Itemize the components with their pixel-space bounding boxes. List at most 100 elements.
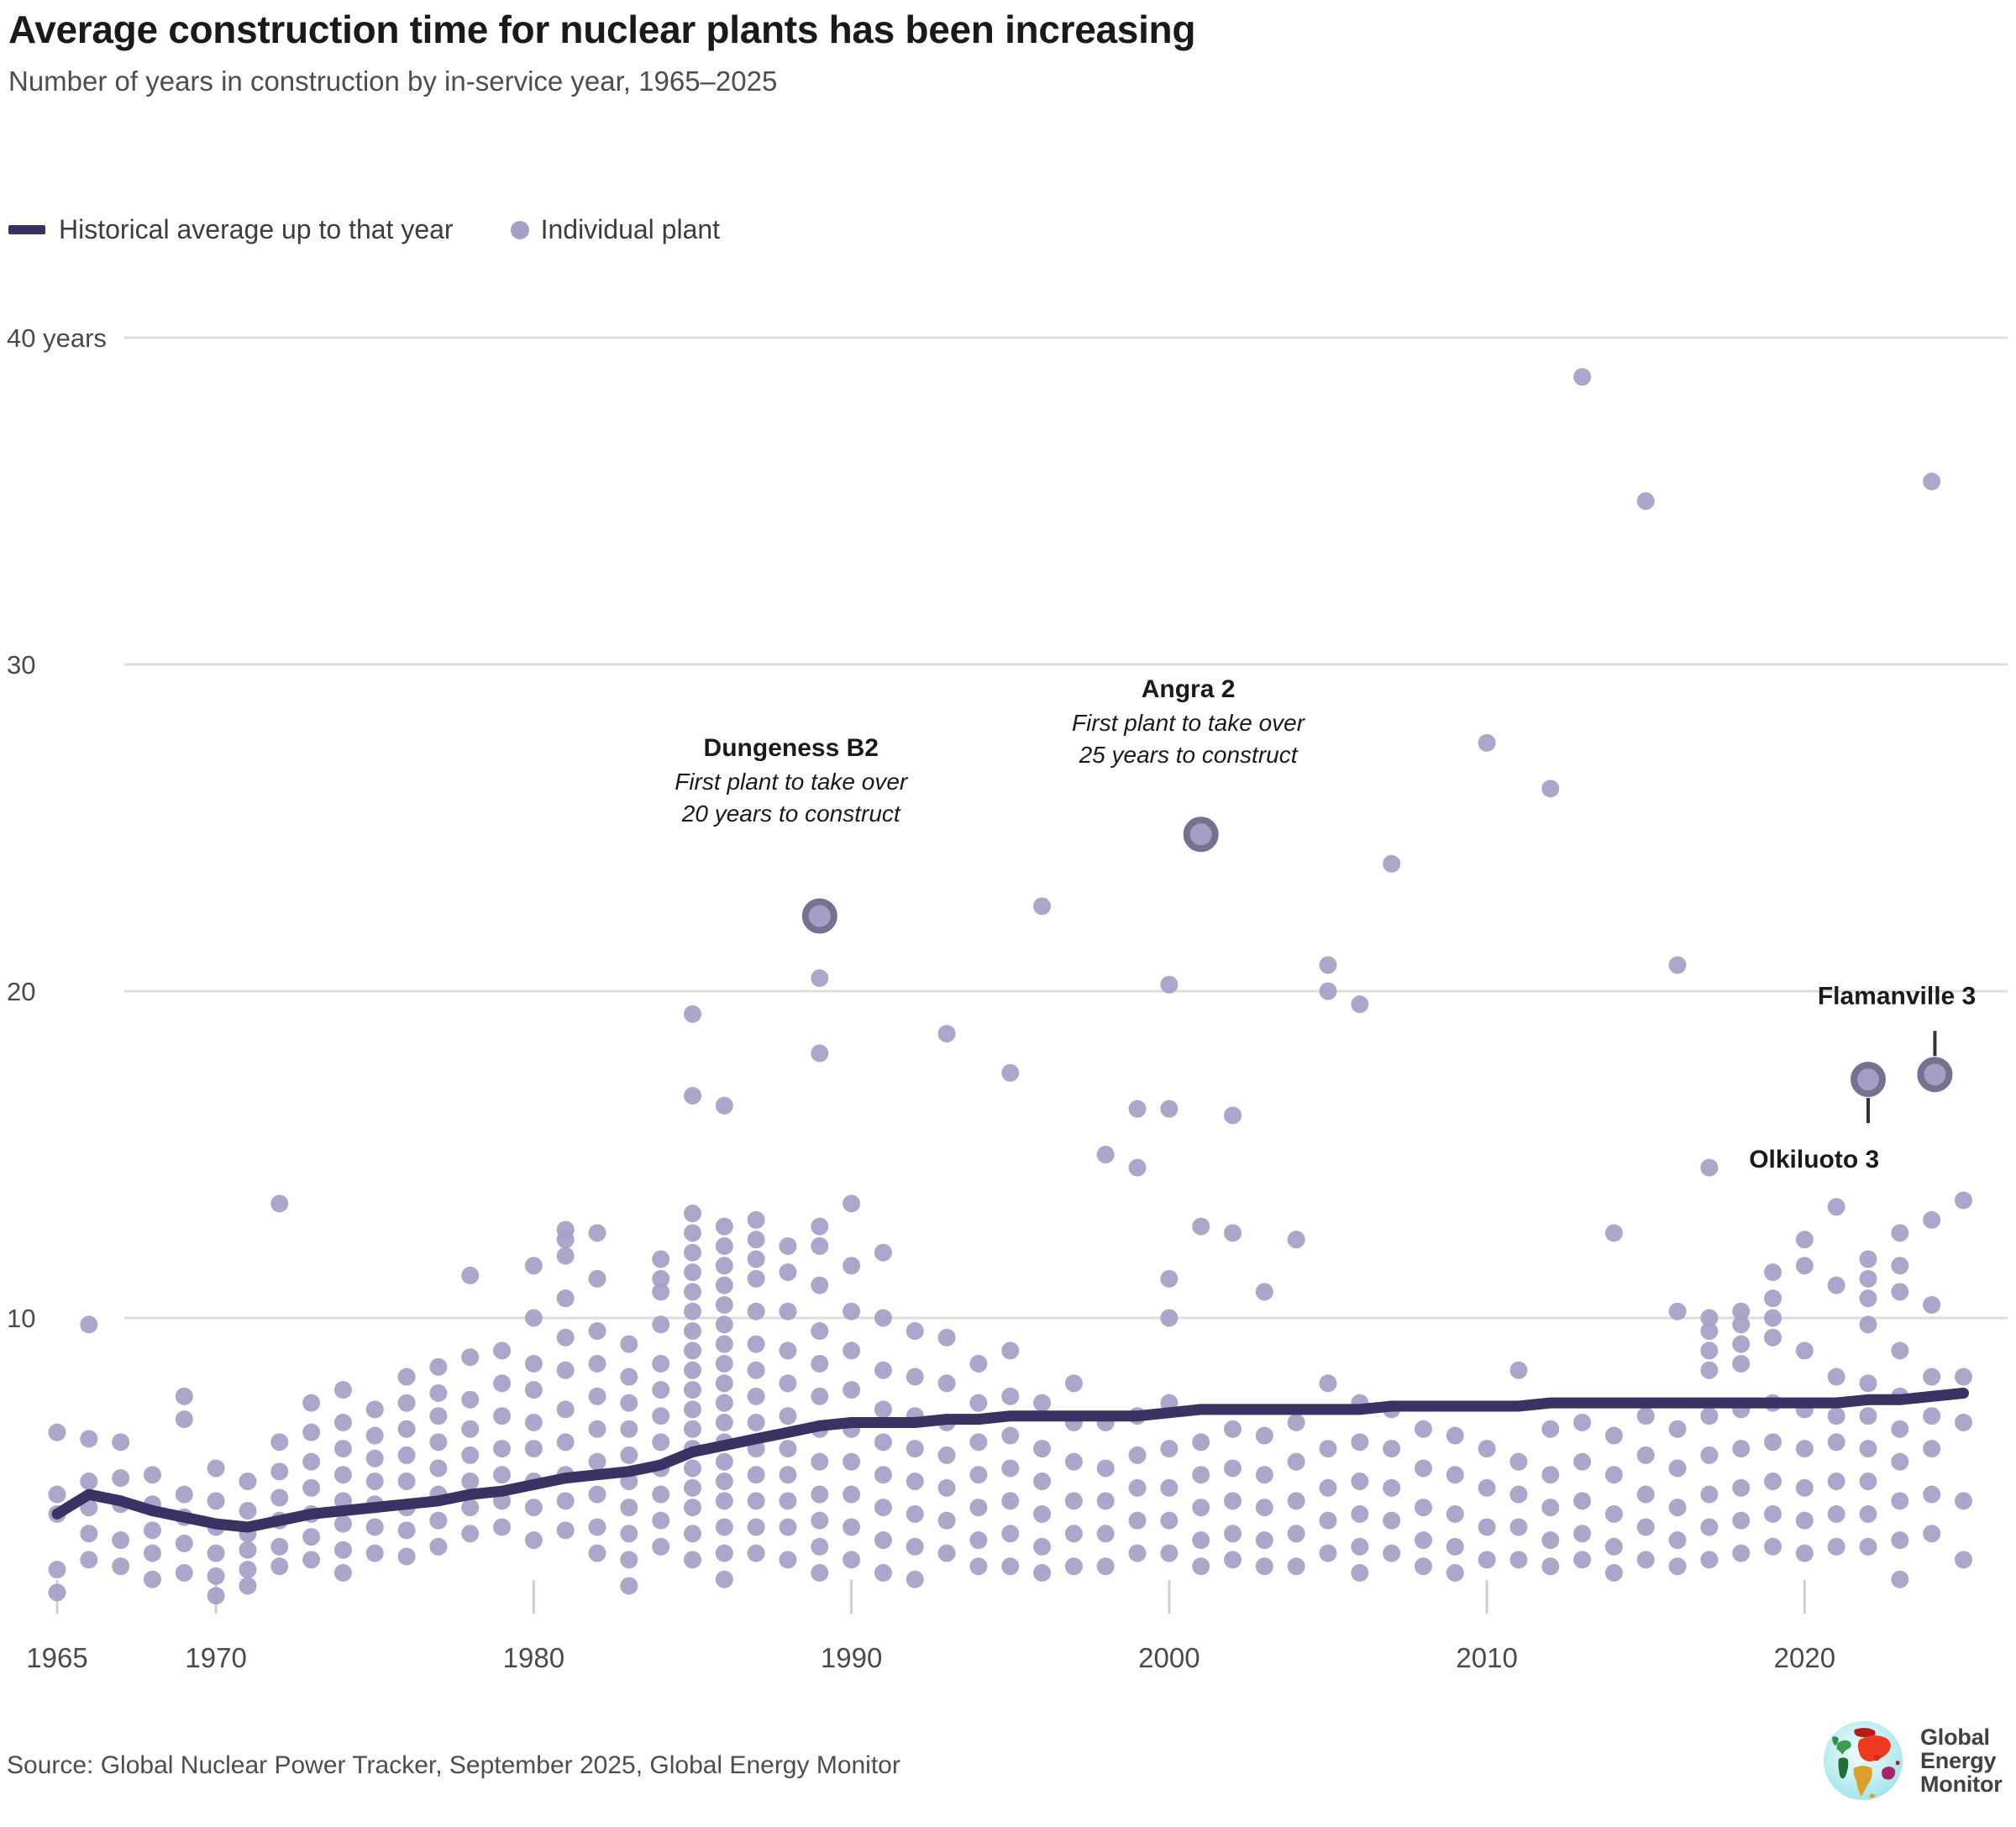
data-point xyxy=(333,1541,352,1559)
data-point xyxy=(143,1466,161,1484)
data-point xyxy=(207,1567,225,1585)
data-point xyxy=(620,1551,638,1569)
data-point xyxy=(1636,1518,1655,1536)
highlighted-point-flamanville-3[interactable] xyxy=(1917,1057,1953,1093)
data-point xyxy=(48,1423,66,1441)
data-point xyxy=(715,1374,733,1393)
data-point xyxy=(1033,1394,1052,1412)
data-point xyxy=(811,1322,829,1341)
data-point xyxy=(1700,1446,1719,1464)
data-point xyxy=(1096,1492,1115,1510)
data-point xyxy=(874,1361,892,1379)
data-point xyxy=(1287,1557,1305,1576)
logo-line-2: Energy xyxy=(1920,1747,1997,1773)
data-point xyxy=(906,1322,924,1341)
data-point xyxy=(270,1537,289,1556)
data-point xyxy=(1160,1478,1179,1497)
global-energy-monitor-logo: Global Energy Monitor xyxy=(1816,1714,2003,1808)
data-point xyxy=(683,1302,701,1320)
data-point xyxy=(1096,1146,1115,1163)
data-point xyxy=(333,1440,352,1458)
legend-item-historical-average[interactable]: Historical average up to that year xyxy=(8,214,454,245)
data-point xyxy=(588,1420,606,1438)
highlighted-point-olkiluoto-3[interactable] xyxy=(1851,1062,1887,1098)
data-point xyxy=(175,1534,193,1552)
data-point xyxy=(620,1335,638,1353)
x-tick-label-1965: 1965 xyxy=(26,1642,87,1673)
data-point xyxy=(874,1400,892,1419)
data-point xyxy=(333,1515,352,1533)
data-point xyxy=(461,1499,480,1517)
data-point xyxy=(683,1459,701,1478)
data-point xyxy=(1224,1224,1242,1242)
data-point xyxy=(715,1492,733,1510)
data-point xyxy=(1636,1485,1655,1504)
y-tick-label-30: 30 xyxy=(7,650,35,680)
data-point xyxy=(1827,1537,1845,1556)
data-point xyxy=(1668,1557,1687,1576)
data-point xyxy=(588,1387,606,1405)
data-point xyxy=(1923,1210,1941,1229)
data-point xyxy=(588,1322,606,1341)
data-point xyxy=(207,1459,225,1478)
data-point xyxy=(1604,1504,1623,1523)
data-point xyxy=(620,1394,638,1412)
data-point xyxy=(1446,1537,1464,1556)
historical-average-line xyxy=(51,1388,1969,1533)
data-point xyxy=(524,1381,543,1399)
data-point xyxy=(1604,1563,1623,1582)
highlighted-point-angra-2[interactable] xyxy=(1183,816,1219,853)
data-point xyxy=(1732,1544,1751,1562)
data-point xyxy=(1700,1551,1719,1569)
data-point xyxy=(1891,1570,1909,1588)
data-point xyxy=(1160,975,1179,994)
annotation-subtitle-dungeness-b2-0: First plant to take over xyxy=(675,769,909,795)
data-point xyxy=(747,1302,765,1320)
data-point xyxy=(683,1400,701,1419)
data-point xyxy=(48,1583,66,1602)
data-point xyxy=(461,1348,480,1367)
data-point xyxy=(1573,1525,1592,1543)
data-point xyxy=(683,1322,701,1341)
data-point xyxy=(1923,1485,1941,1504)
data-point xyxy=(1573,1452,1592,1471)
data-point xyxy=(1224,1492,1242,1510)
data-point xyxy=(556,1400,575,1419)
data-point xyxy=(843,1485,861,1504)
data-point xyxy=(715,1570,733,1588)
data-point xyxy=(1668,1459,1687,1478)
data-point xyxy=(80,1315,98,1334)
data-point xyxy=(365,1426,384,1445)
data-point xyxy=(1446,1426,1464,1445)
data-point xyxy=(683,1086,701,1105)
source-note: Source: Global Nuclear Power Tracker, Se… xyxy=(7,1751,900,1779)
highlighted-point-dungeness-b2[interactable] xyxy=(801,898,837,934)
data-point xyxy=(1795,1511,1814,1530)
data-point xyxy=(1383,1544,1401,1562)
data-point xyxy=(1160,1511,1179,1530)
data-point xyxy=(1224,1420,1242,1438)
data-point xyxy=(1064,1557,1083,1576)
data-point xyxy=(779,1466,797,1484)
data-point xyxy=(397,1394,416,1412)
data-point xyxy=(1764,1473,1782,1490)
data-point xyxy=(1351,995,1369,1014)
data-point xyxy=(1636,1446,1655,1464)
legend-item-individual-plant[interactable]: Individual plant xyxy=(506,214,720,245)
data-point xyxy=(620,1499,638,1517)
data-point xyxy=(1700,1407,1719,1425)
data-point xyxy=(652,1315,670,1334)
data-point xyxy=(397,1521,416,1540)
data-point xyxy=(1509,1485,1528,1504)
data-point xyxy=(1700,1158,1719,1177)
data-point xyxy=(874,1243,892,1262)
logo-line-3: Monitor xyxy=(1920,1772,2003,1798)
data-point xyxy=(588,1485,606,1504)
data-point xyxy=(397,1368,416,1386)
data-point xyxy=(747,1413,765,1431)
data-point xyxy=(1446,1504,1464,1523)
data-point xyxy=(1224,1525,1242,1543)
line-swatch-icon xyxy=(8,225,45,234)
data-point xyxy=(1923,1407,1941,1425)
